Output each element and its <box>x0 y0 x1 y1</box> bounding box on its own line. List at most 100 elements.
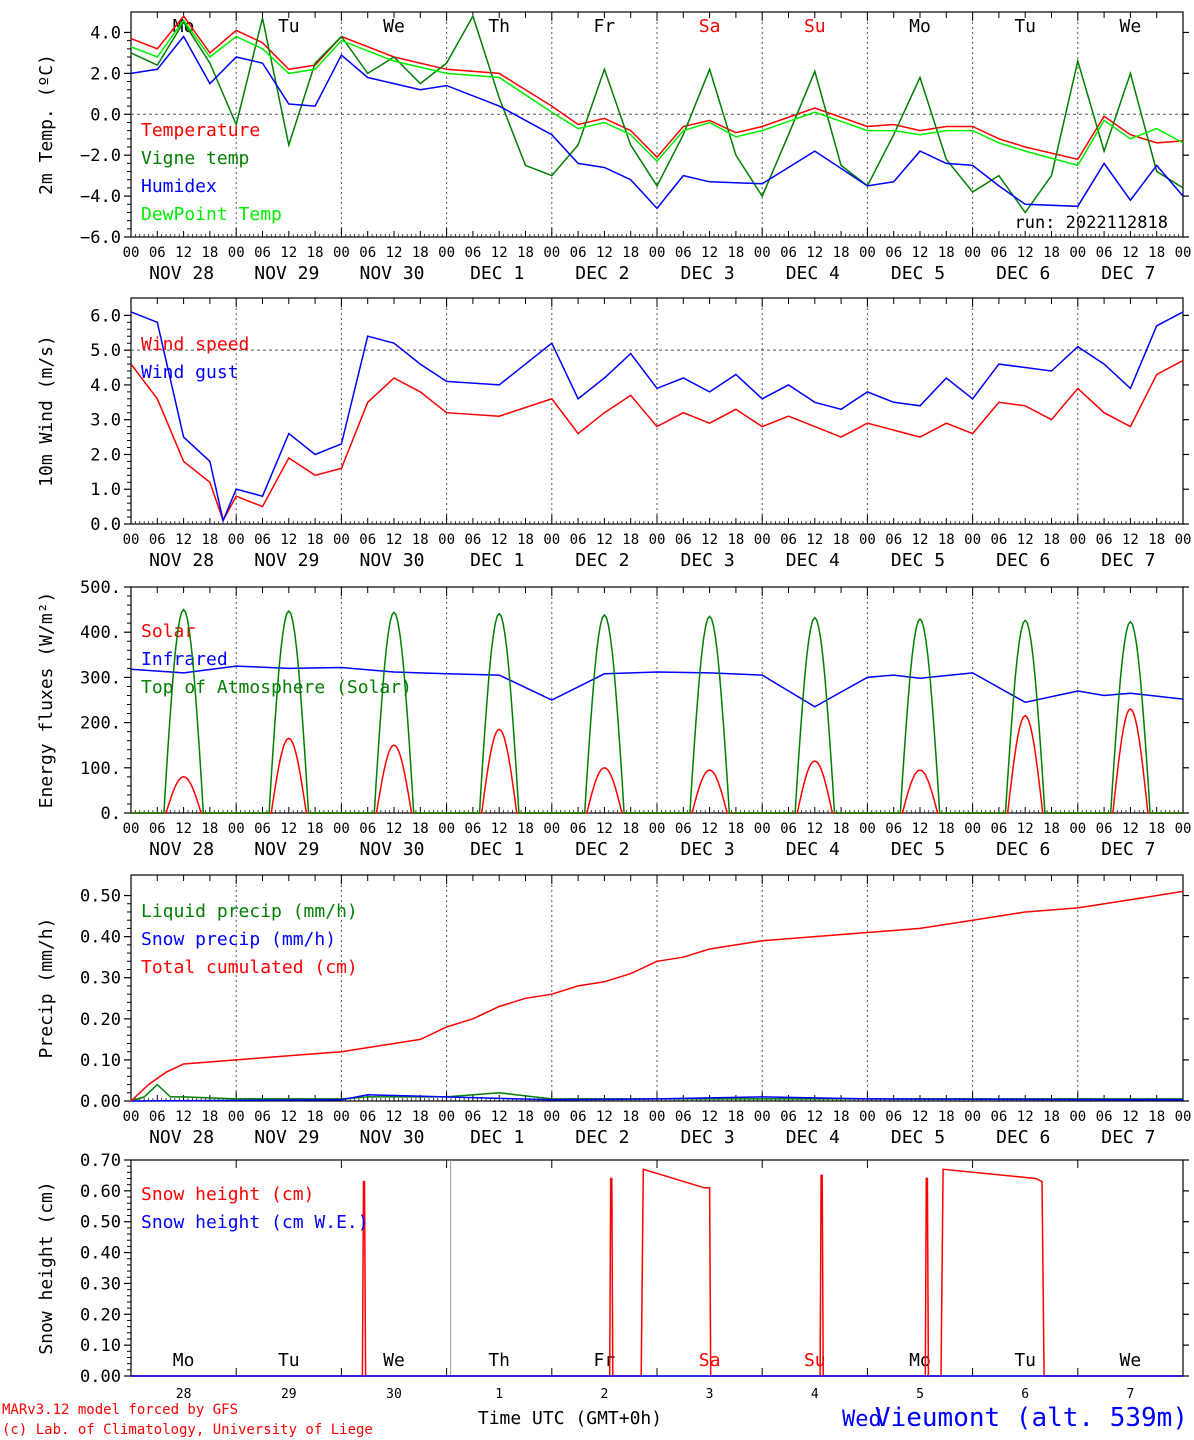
y-tick-label: 400. <box>80 623 121 643</box>
weekday-label: We <box>383 16 405 37</box>
x-hour-label: 00 <box>1069 532 1086 548</box>
x-hour-label: 12 <box>280 245 297 261</box>
x-hour-label: 00 <box>333 821 350 837</box>
legend-entry: Solar <box>141 621 195 642</box>
x-day-number: 6 <box>1021 1387 1029 1402</box>
legend-entry: Snow precip (mm/h) <box>141 929 336 950</box>
x-day-label: NOV 30 <box>359 1127 424 1148</box>
x-hour-label: 18 <box>833 245 850 261</box>
x-day-label: NOV 30 <box>359 263 424 284</box>
x-hour-label: 00 <box>438 245 455 261</box>
x-day-number: 1 <box>495 1387 503 1402</box>
x-day-number: 2 <box>600 1387 608 1402</box>
x-hour-label: 00 <box>123 532 140 548</box>
x-hour-label: 06 <box>254 1109 271 1125</box>
x-hour-label: 00 <box>333 532 350 548</box>
legend-entry: Wind gust <box>141 362 239 383</box>
x-hour-label: 00 <box>438 532 455 548</box>
footer-line-1: MARv3.12 model forced by GFS <box>2 1402 238 1418</box>
x-day-label: DEC 1 <box>470 1127 524 1148</box>
x-day-label: NOV 30 <box>359 839 424 860</box>
y-tick-label: 0.00 <box>80 1367 121 1387</box>
x-hour-label: 12 <box>280 532 297 548</box>
legend-entry: Top of Atmosphere (Solar) <box>141 677 412 698</box>
series-line <box>130 311 1184 523</box>
legend-entry: Vigne temp <box>141 148 249 169</box>
x-day-label: NOV 28 <box>149 1127 214 1148</box>
x-day-number: 4 <box>811 1387 819 1402</box>
x-hour-label: 12 <box>1122 245 1139 261</box>
x-hour-label: 00 <box>438 821 455 837</box>
x-hour-label: 18 <box>517 821 534 837</box>
x-hour-label: 18 <box>201 245 218 261</box>
x-hour-label: 18 <box>307 821 324 837</box>
x-hour-label: 12 <box>491 821 508 837</box>
x-hour-label: 12 <box>491 532 508 548</box>
x-hour-label: 12 <box>596 532 613 548</box>
x-hour-label: 18 <box>412 532 429 548</box>
x-hour-label: 06 <box>885 245 902 261</box>
x-hour-label: 12 <box>912 1109 929 1125</box>
x-hour-label: 12 <box>912 532 929 548</box>
series-line <box>130 890 1184 1102</box>
legend-entry: Temperature <box>141 120 260 141</box>
y-tick-label: 0.60 <box>80 1182 121 1202</box>
x-day-label: DEC 2 <box>575 263 629 284</box>
x-hour-label: 00 <box>649 532 666 548</box>
x-day-number: 7 <box>1126 1387 1134 1402</box>
x-day-label: DEC 2 <box>575 1127 629 1148</box>
x-day-label: NOV 28 <box>149 839 214 860</box>
x-hour-label: 00 <box>438 1109 455 1125</box>
x-hour-label: 18 <box>622 532 639 548</box>
x-hour-label: 00 <box>859 1109 876 1125</box>
x-hour-label: 18 <box>622 1109 639 1125</box>
weekday-label: Tu <box>1014 1350 1036 1371</box>
x-hour-label: 06 <box>1096 1109 1113 1125</box>
x-hour-label: 06 <box>885 1109 902 1125</box>
x-hour-label: 12 <box>175 1109 192 1125</box>
x-day-label: DEC 6 <box>996 550 1050 571</box>
x-hour-label: 06 <box>675 821 692 837</box>
x-hour-label: 18 <box>517 532 534 548</box>
x-hour-label: 18 <box>201 532 218 548</box>
y-tick-label: 0.50 <box>80 1213 121 1233</box>
x-hour-label: 18 <box>412 1109 429 1125</box>
x-hour-label: 12 <box>1017 1109 1034 1125</box>
x-hour-label: 12 <box>1122 1109 1139 1125</box>
x-hour-label: 06 <box>570 532 587 548</box>
panel-3: 0.50 0.40 0.30 0.20 0.10 0.00 Precip (mm/h) 00 0… <box>36 874 1191 1148</box>
x-hour-label: 06 <box>990 245 1007 261</box>
y-tick-label: 0.20 <box>80 1305 121 1325</box>
x-hour-label: 18 <box>1043 532 1060 548</box>
x-hour-label: 06 <box>149 245 166 261</box>
x-hour-label: 12 <box>806 821 823 837</box>
legend-entry: Liquid precip (mm/h) <box>141 901 358 922</box>
x-hour-label: 18 <box>201 1109 218 1125</box>
x-hour-label: 12 <box>1017 821 1034 837</box>
x-hour-label: 12 <box>491 245 508 261</box>
x-hour-label: 06 <box>570 1109 587 1125</box>
x-hour-label: 06 <box>1096 245 1113 261</box>
x-hour-label: 00 <box>228 821 245 837</box>
x-day-number: 30 <box>386 1387 402 1402</box>
x-hour-label: 00 <box>543 821 560 837</box>
x-day-label: DEC 1 <box>470 263 524 284</box>
x-hour-label: 18 <box>622 821 639 837</box>
x-day-label: DEC 7 <box>1101 263 1155 284</box>
x-hour-label: 00 <box>649 1109 666 1125</box>
legend-entry: Snow height (cm) <box>141 1184 314 1205</box>
series-line <box>130 14 1184 214</box>
weekday-label: We <box>383 1350 405 1371</box>
x-hour-label: 00 <box>123 245 140 261</box>
x-hour-label: 00 <box>543 532 560 548</box>
x-hour-label: 06 <box>990 821 1007 837</box>
x-hour-label: 18 <box>938 1109 955 1125</box>
x-hour-label: 00 <box>859 245 876 261</box>
x-hour-label: 18 <box>517 245 534 261</box>
x-hour-label: 18 <box>1043 1109 1060 1125</box>
series-line <box>131 608 1183 814</box>
series-line <box>130 1083 1183 1102</box>
x-hour-label: 18 <box>517 1109 534 1125</box>
x-hour-label: 06 <box>1096 532 1113 548</box>
x-day-label: DEC 6 <box>996 1127 1050 1148</box>
